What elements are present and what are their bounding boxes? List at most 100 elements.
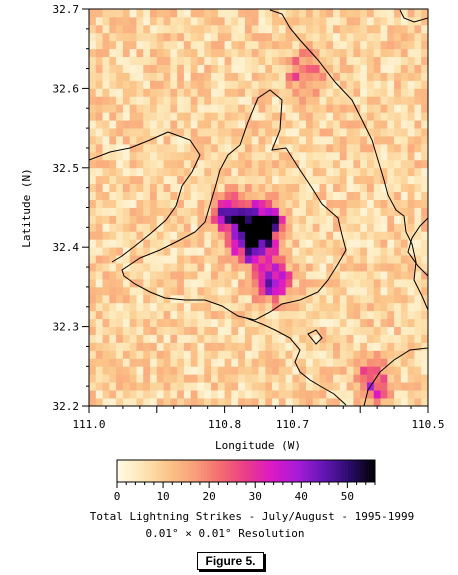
heatmap-cell bbox=[211, 302, 219, 312]
heatmap-cell bbox=[394, 318, 402, 327]
heatmap-cell bbox=[278, 318, 287, 327]
heatmap-cell bbox=[231, 318, 239, 327]
heatmap-cell bbox=[143, 199, 151, 208]
heatmap-cell bbox=[407, 175, 415, 185]
heatmap-cell bbox=[177, 159, 185, 169]
heatmap-cell bbox=[421, 366, 428, 375]
heatmap-cell bbox=[109, 239, 117, 248]
heatmap-cell bbox=[163, 199, 171, 208]
heatmap-cell bbox=[353, 310, 361, 320]
heatmap-cell bbox=[89, 183, 97, 193]
heatmap-cell bbox=[265, 310, 273, 320]
heatmap-cell bbox=[366, 151, 375, 161]
heatmap-cell bbox=[143, 271, 151, 280]
heatmap-cell bbox=[156, 56, 164, 65]
heatmap-cell bbox=[102, 223, 110, 232]
heatmap-cell bbox=[183, 32, 192, 42]
heatmap-cell bbox=[353, 40, 361, 50]
heatmap-cell bbox=[163, 183, 171, 193]
heatmap-cell bbox=[244, 40, 253, 50]
heatmap-cell bbox=[292, 183, 300, 193]
heatmap-cell bbox=[211, 390, 219, 399]
heatmap-cell bbox=[258, 151, 266, 161]
heatmap-cell bbox=[326, 294, 334, 304]
heatmap-cell bbox=[251, 334, 259, 343]
heatmap-cell bbox=[224, 334, 232, 343]
heatmap-cell bbox=[299, 207, 307, 216]
heatmap-cell bbox=[238, 64, 246, 73]
heatmap-cell bbox=[143, 231, 151, 240]
heatmap-cell bbox=[394, 96, 402, 105]
heatmap-cell bbox=[360, 350, 368, 359]
heatmap-cell bbox=[278, 207, 287, 216]
heatmap-cell bbox=[217, 271, 225, 280]
heatmap-cell bbox=[421, 104, 428, 113]
heatmap-cell bbox=[339, 128, 348, 137]
heatmap-cell bbox=[319, 247, 327, 256]
colorbar-swatch bbox=[270, 460, 274, 482]
heatmap-cell bbox=[407, 9, 415, 18]
heatmap-cell bbox=[285, 310, 293, 320]
heatmap-cell bbox=[183, 326, 192, 335]
heatmap-cell bbox=[312, 9, 320, 18]
heatmap-cell bbox=[414, 278, 422, 288]
heatmap-cell bbox=[156, 104, 164, 113]
heatmap-cell bbox=[326, 199, 334, 208]
heatmap-cell bbox=[251, 175, 259, 185]
heatmap-cell bbox=[326, 191, 334, 200]
heatmap-cell bbox=[251, 215, 259, 224]
heatmap-cell bbox=[95, 223, 103, 232]
heatmap-cell bbox=[190, 358, 198, 367]
heatmap-cell bbox=[421, 159, 428, 169]
heatmap-cell bbox=[102, 112, 110, 121]
heatmap-cell bbox=[312, 255, 320, 264]
heatmap-cell bbox=[129, 334, 137, 343]
heatmap-cell bbox=[170, 175, 178, 185]
heatmap-cell bbox=[238, 32, 246, 42]
heatmap-cell bbox=[156, 72, 164, 81]
heatmap-cell bbox=[387, 175, 395, 185]
heatmap-cell bbox=[312, 112, 320, 121]
heatmap-cell bbox=[170, 247, 178, 256]
southeast-contour bbox=[363, 347, 428, 406]
heatmap-cell bbox=[102, 358, 110, 367]
heatmap-cell bbox=[312, 223, 320, 232]
heatmap-cell bbox=[299, 104, 307, 113]
heatmap-cell bbox=[366, 136, 375, 145]
heatmap-cell bbox=[319, 56, 327, 65]
heatmap-cell bbox=[231, 326, 239, 335]
heatmap-cell bbox=[339, 183, 348, 193]
heatmap-cell bbox=[109, 263, 117, 272]
heatmap-cell bbox=[231, 56, 239, 65]
heatmap-cell bbox=[190, 9, 198, 18]
heatmap-cell bbox=[150, 32, 158, 42]
heatmap-cell bbox=[204, 96, 212, 105]
heatmap-cell bbox=[353, 326, 361, 335]
heatmap-cell bbox=[407, 199, 415, 208]
heatmap-cell bbox=[224, 247, 232, 256]
heatmap-cell bbox=[183, 159, 192, 169]
heatmap-cell bbox=[190, 223, 198, 232]
heatmap-cell bbox=[143, 128, 151, 137]
heatmap-cell bbox=[129, 271, 137, 280]
heatmap-cell bbox=[231, 223, 239, 232]
heatmap-cell bbox=[116, 247, 124, 256]
heatmap-cell bbox=[366, 80, 375, 89]
heatmap-cell bbox=[305, 310, 314, 320]
heatmap-cell bbox=[312, 175, 320, 185]
heatmap-cell bbox=[305, 342, 314, 351]
heatmap-cell bbox=[211, 64, 219, 73]
heatmap-cell bbox=[150, 72, 158, 81]
heatmap-cell bbox=[211, 199, 219, 208]
heatmap-cell bbox=[265, 96, 273, 105]
heatmap-cell bbox=[394, 382, 402, 391]
heatmap-cell bbox=[217, 32, 225, 42]
heatmap-cell bbox=[244, 215, 253, 224]
heatmap-cell bbox=[326, 215, 334, 224]
heatmap-cell bbox=[116, 32, 124, 42]
heatmap-cell bbox=[394, 302, 402, 312]
heatmap-cell bbox=[163, 88, 171, 97]
heatmap-cell bbox=[238, 16, 246, 26]
heatmap-cell bbox=[170, 151, 178, 161]
heatmap-cell bbox=[366, 271, 375, 280]
